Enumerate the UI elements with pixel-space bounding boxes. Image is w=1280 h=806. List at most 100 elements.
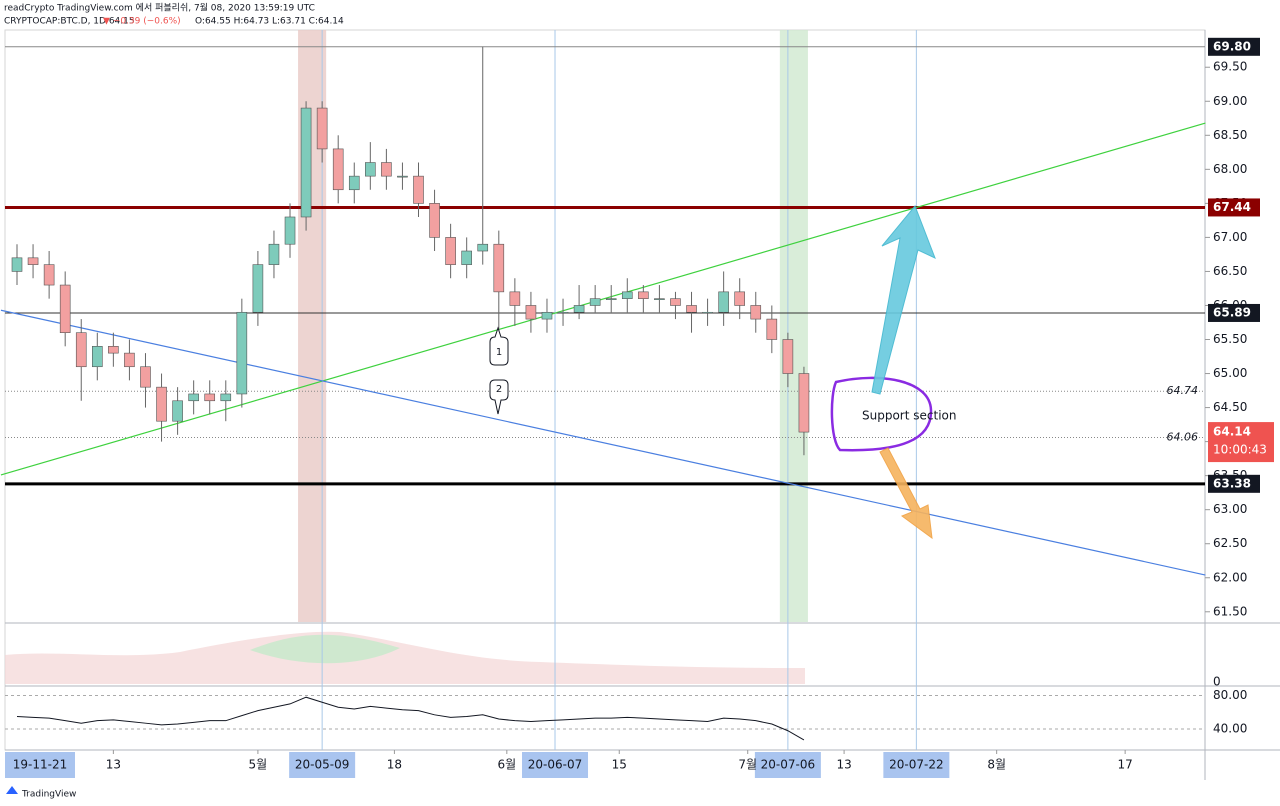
indicator-band [5,631,805,684]
y-tick-label: 69.00 [1213,94,1247,108]
y-tick-label: 64.50 [1213,400,1247,414]
candle-body [493,243,505,293]
x-marker-bg [522,752,589,778]
trendline [0,309,1206,576]
candle-body [59,284,71,334]
last-price-box [1208,422,1274,463]
candle-body [156,386,167,422]
x-marker-bg [754,752,821,778]
candle-body [204,393,216,402]
dotted-level-label: 64.74 [1167,384,1199,397]
up-arrow [871,205,936,395]
candle-body [445,237,456,265]
candle-body [75,332,87,368]
candle-body [718,291,729,313]
level-label: 65.89 [1213,305,1251,319]
y-tick-label: 65.00 [1213,366,1247,380]
x-tick-label: 13 [836,758,851,772]
x-tick-label: 8월 [987,758,1006,772]
candle-body [300,107,312,218]
callout-label: 2 [496,384,502,395]
trendline [0,122,1206,476]
osc-tick-label: 80.00 [1213,688,1247,702]
y-tick-label: 62.00 [1213,570,1247,584]
callout [489,326,509,366]
candle-body [654,298,665,300]
header-publish: readCrypto TradingView.com 에서 퍼블리쉬, 7월 0… [4,2,315,14]
candle-body [670,298,681,306]
x-tick-label: 7월 [738,758,757,772]
x-tick-label: 17 [1117,758,1132,772]
candle-body [236,311,248,395]
candle-body [348,175,360,191]
candle-body [11,257,23,272]
level-box [1208,37,1260,56]
level-label: 67.44 [1213,200,1251,214]
y-tick-label: 68.00 [1213,162,1247,176]
candle-body [605,298,617,300]
candle-body [124,352,135,368]
header-symbol: CRYPTOCAP:BTC.D, 1D 64.15 [4,17,135,27]
candle-body [252,264,264,313]
candle-body [573,305,585,313]
level-box [1208,474,1260,493]
panel-tick-label: 0 [1213,675,1221,689]
candle-body [43,264,55,286]
candle-body [509,291,521,306]
footer: TradingView [21,790,76,800]
candle-body [140,366,151,388]
candle-body [734,291,746,306]
y-tick-label: 65.50 [1213,332,1247,346]
candle-body [188,393,199,402]
dotted-level-label: 64.06 [1167,431,1199,444]
candle-body [397,175,408,178]
x-start-label: 19-11-21 [13,758,67,772]
x-tick-label: 15 [612,758,627,772]
level-label: 63.38 [1213,476,1251,490]
down-arrow [879,447,933,540]
y-tick-label: 67.00 [1213,230,1247,244]
support-circle [830,376,933,452]
x-marker-bg [5,752,75,778]
candle-body [316,107,328,150]
x-marker-label: 20-07-06 [761,758,815,772]
candle-body [750,305,762,320]
level-box [1208,198,1260,217]
x-marker-label: 20-07-22 [889,758,943,772]
y-tick-label: 66.50 [1213,264,1247,278]
level-label: 69.80 [1213,39,1251,53]
x-tick-label: 6월 [497,758,516,772]
x-tick-label: 18 [387,758,402,772]
header-ohlc: O:64.55 H:64.73 L:63.71 C:64.14 [195,17,344,27]
header-change: ▼ −0.39 (−0.6%) [103,17,181,27]
candle-body [541,311,553,320]
candle-body [413,175,424,204]
candle-body [92,346,103,368]
y-tick-label: 61.50 [1213,604,1247,618]
candle-body [172,400,183,422]
x-marker-label: 20-05-09 [295,758,349,772]
y-tick-label: 62.50 [1213,536,1247,550]
last-price-label: 64.14 [1213,425,1251,439]
indicator-band [250,634,400,664]
candle-body [381,162,392,177]
osc-tick-label: 40.00 [1213,722,1247,736]
shaded-range [779,30,808,622]
annotation: Support section [862,409,956,423]
logo [6,786,18,794]
y-tick-label: 69.50 [1213,60,1247,74]
candle-body [589,298,601,306]
candle-body [638,291,649,299]
candle-body [268,243,280,265]
oscillator-line [16,696,805,741]
countdown: 10:00:43 [1213,443,1267,457]
candle-body [429,203,440,238]
candle-body [702,311,713,314]
candle-body [557,311,569,314]
candle-body [461,250,472,265]
x-marker-bg [883,752,950,778]
candle-body [365,162,376,177]
candle-body [220,393,232,402]
